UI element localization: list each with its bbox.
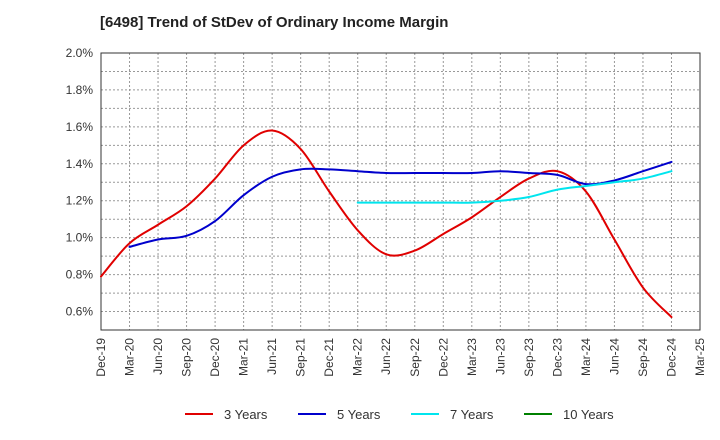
x-tick-label: Mar-20 [123,338,137,376]
y-tick-label: 2.0% [66,46,94,60]
x-tick-label: Jun-21 [265,338,279,375]
x-tick-label: Sep-22 [408,338,422,377]
x-tick-label: Dec-23 [550,338,564,377]
x-tick-label: Jun-20 [151,338,165,375]
y-tick-label: 1.2% [66,194,94,208]
x-tick-label: Dec-22 [436,338,450,377]
x-tick-label: Dec-21 [322,338,336,377]
legend-label-7-years: 7 Years [450,407,494,422]
plot-border [100,52,701,331]
chart-title: [6498] Trend of StDev of Ordinary Income… [100,14,449,31]
x-tick-label: Jun-23 [493,338,507,375]
y-tick-label: 1.8% [66,83,94,97]
x-tick-label: Dec-19 [94,338,108,377]
y-tick-label: 1.4% [66,157,94,171]
x-tick-label: Mar-25 [693,338,707,376]
x-tick-label: Sep-20 [180,338,194,377]
y-tick-label: 0.8% [66,268,94,282]
series-layer [100,129,673,319]
x-tick-label: Mar-23 [465,338,479,376]
series-line-5-years [128,160,673,248]
legend-label-10-years: 10 Years [563,407,614,422]
x-tick-label: Sep-23 [522,338,536,377]
legend-layer: 3 Years 5 Years 7 Years 10 Years [185,407,614,422]
series-line-7-years [356,170,673,204]
y-tick-label: 0.6% [66,305,94,319]
y-tick-label: 1.0% [66,231,94,245]
x-tick-label: Sep-24 [636,338,650,377]
x-tick-label: Dec-20 [208,338,222,377]
legend-label-5-years: 5 Years [337,407,381,422]
x-tick-label: Jun-24 [607,338,621,375]
x-tick-label: Jun-22 [379,338,393,375]
plot-background [101,53,700,330]
x-tick-label: Mar-24 [579,338,593,376]
grid-layer [100,52,701,331]
x-tick-label: Dec-24 [664,338,678,377]
x-tick-label: Sep-21 [294,338,308,377]
x-tick-label: Mar-21 [237,338,251,376]
x-tick-label: Mar-22 [351,338,365,376]
axes-layer: 0.6% 0.8% 1.0% 1.2% 1.4% 1.6% 1.8% 2.0% Dec-19 Ma… [66,46,707,377]
y-tick-label: 1.6% [66,120,94,134]
legend-label-3-years: 3 Years [224,407,268,422]
